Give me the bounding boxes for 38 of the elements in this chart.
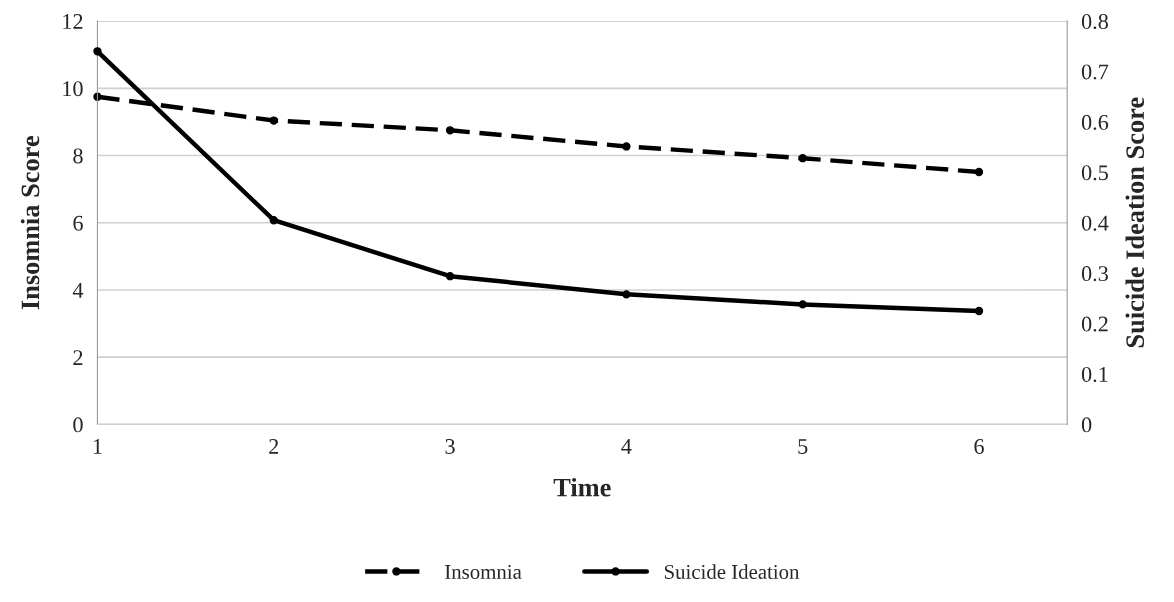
x-tick-label: 3 (445, 439, 455, 454)
y-axis-title: Insomnia Score (20, 136, 40, 310)
legend-label: Insomnia (445, 564, 522, 579)
point (974, 306, 984, 316)
x-axis-title: Time (553, 477, 611, 497)
x-tick-label: 2 (269, 439, 279, 454)
x-tick-label: 1 (93, 439, 102, 454)
y2-tick-label: 0.6 (1081, 114, 1109, 130)
y-tick-label: 12 (63, 14, 83, 29)
x-tick-label: 4 (621, 439, 632, 454)
y2-axis-title: Suicide Ideation Score (1125, 97, 1145, 348)
y-tick-label: 4 (72, 283, 84, 298)
point (269, 216, 278, 225)
point (445, 126, 455, 135)
y2-tick-label: 0.7 (1081, 64, 1109, 80)
y2-tick-label: 0.1 (1081, 366, 1108, 383)
y2-tick-label: 0.8 (1081, 14, 1108, 30)
point (798, 300, 807, 309)
point (269, 116, 278, 125)
point (622, 290, 631, 299)
y2-tick-label: 0.5 (1081, 165, 1108, 181)
y2-tick-label: 0.4 (1081, 215, 1109, 231)
point (93, 47, 102, 56)
y-tick-label: 10 (63, 81, 83, 97)
y-tick-label: 2 (73, 350, 83, 365)
point (798, 154, 807, 163)
legend-label: Suicide Ideation (664, 564, 800, 579)
point (974, 167, 984, 177)
y-tick-label: 6 (73, 215, 83, 231)
y2-tick-label: 0.2 (1081, 316, 1108, 332)
point (622, 142, 631, 151)
y2-tick-label: 0 (1081, 417, 1092, 433)
x-tick-label: 6 (974, 439, 984, 454)
x-tick-label: 5 (798, 439, 808, 454)
y2-tick-label: 0.3 (1081, 266, 1108, 282)
point (445, 272, 455, 281)
y-tick-label: 8 (73, 148, 83, 164)
y-tick-label: 0 (73, 417, 83, 433)
